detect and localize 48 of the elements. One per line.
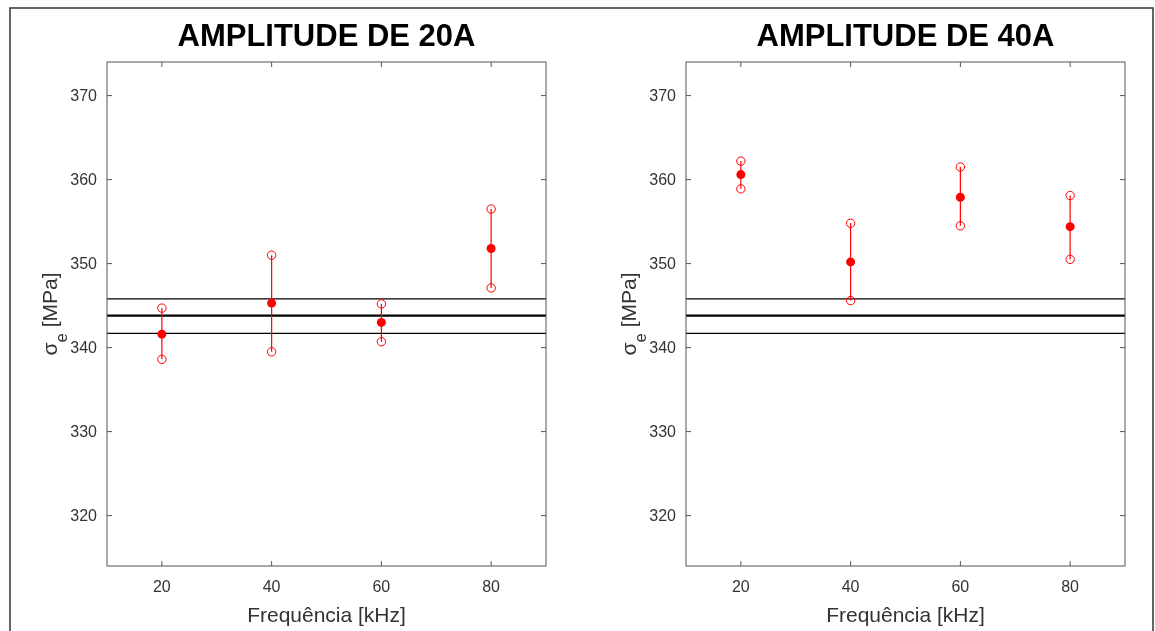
point — [267, 298, 277, 308]
point — [736, 184, 746, 194]
x-tick-label: 40 — [262, 578, 281, 595]
point — [845, 218, 856, 228]
point — [486, 204, 496, 214]
x-axis-title: Frequência [kHz] — [247, 603, 406, 626]
x-tick-label: 80 — [482, 578, 501, 595]
point — [1065, 254, 1075, 265]
x-tick-label: 40 — [841, 578, 860, 595]
point — [955, 162, 966, 172]
point — [266, 250, 277, 260]
point — [376, 337, 387, 347]
point — [376, 317, 386, 327]
point — [736, 170, 746, 180]
y-tick-label: 330 — [70, 423, 98, 441]
y-tick-label: 350 — [649, 255, 677, 273]
chart-title: AMPLITUDE DE 20A — [177, 18, 476, 53]
point — [736, 156, 746, 166]
point — [486, 243, 496, 253]
point — [157, 303, 167, 313]
x-tick-label: 20 — [152, 578, 171, 595]
point — [376, 299, 387, 309]
y-tick-label: 340 — [70, 339, 98, 357]
x-tick-label: 60 — [951, 578, 970, 595]
chart-title: AMPLITUDE DE 40A — [756, 18, 1055, 53]
y-tick-label: 350 — [70, 255, 98, 273]
point — [845, 295, 856, 306]
x-tick-label: 80 — [1061, 578, 1080, 595]
x-tick-label: 20 — [731, 578, 750, 595]
y-tick-label: 360 — [70, 171, 98, 189]
point — [266, 347, 277, 357]
point — [1065, 222, 1075, 232]
y-tick-label: 320 — [70, 507, 98, 525]
point — [955, 221, 966, 231]
y-tick-label: 370 — [70, 87, 98, 105]
point — [157, 329, 167, 339]
x-tick-label: 60 — [372, 578, 391, 595]
y-tick-label: 360 — [649, 171, 677, 189]
point — [157, 354, 167, 365]
x-axis-title: Frequência [kHz] — [826, 603, 985, 626]
point — [1065, 190, 1075, 201]
point — [955, 192, 965, 202]
point — [846, 257, 856, 267]
point — [486, 283, 496, 293]
y-tick-label: 320 — [649, 507, 677, 525]
y-tick-label: 340 — [649, 339, 677, 357]
y-tick-label: 370 — [649, 87, 677, 105]
y-tick-label: 330 — [649, 423, 677, 441]
